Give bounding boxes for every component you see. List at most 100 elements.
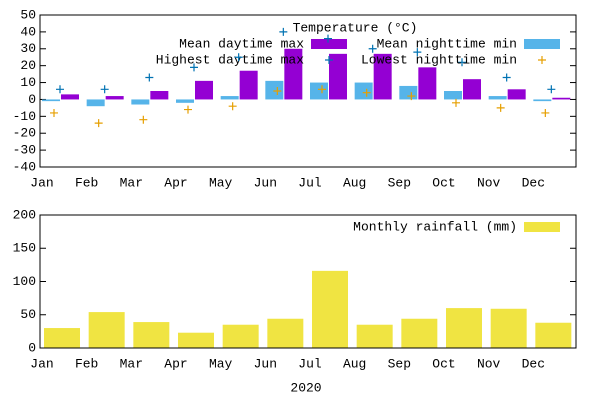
legend-swatch — [311, 39, 347, 49]
point — [502, 73, 511, 82]
x-tick-label: Dec — [522, 175, 545, 190]
bar — [239, 70, 258, 100]
x-tick-label: Nov — [477, 175, 501, 190]
x-tick-label: Sep — [388, 175, 411, 190]
y-tick-label: 100 — [13, 274, 36, 289]
x-tick-label: Aug — [343, 356, 366, 371]
y-tick-label: 0 — [28, 340, 36, 355]
bar — [446, 308, 482, 348]
bar — [401, 318, 438, 348]
point — [100, 85, 109, 94]
bar — [178, 332, 214, 348]
y-tick-label: -30 — [13, 143, 36, 158]
x-tick-label: Jan — [30, 356, 53, 371]
y-tick-label: 50 — [20, 7, 36, 22]
legend-marker — [325, 56, 333, 64]
x-tick-label: Jan — [30, 175, 53, 190]
legend-label: Mean daytime max — [179, 36, 304, 51]
point — [56, 85, 64, 94]
point — [318, 85, 326, 94]
bar — [356, 324, 393, 348]
point — [279, 27, 288, 36]
y-tick-label: 0 — [28, 92, 36, 107]
point — [452, 98, 460, 107]
bar — [265, 80, 284, 100]
bar — [61, 94, 79, 100]
x-axis-label: 2020 — [290, 380, 321, 395]
x-tick-label: Jun — [254, 356, 277, 371]
x-tick-label: Sep — [388, 356, 411, 371]
legend-swatch — [524, 222, 560, 232]
y-tick-label: 10 — [20, 75, 36, 90]
bar — [131, 99, 150, 105]
point — [228, 102, 237, 111]
y-tick-label: 40 — [20, 24, 36, 39]
point — [273, 87, 282, 95]
x-tick-label: Jul — [298, 356, 322, 371]
point — [234, 53, 243, 62]
x-tick-label: Jul — [298, 175, 322, 190]
plot-border — [39, 14, 577, 168]
bar — [176, 99, 194, 103]
point — [324, 34, 332, 43]
point — [362, 88, 371, 97]
y-tick-label: -40 — [13, 159, 36, 174]
x-tick-label: Jun — [254, 175, 277, 190]
x-tick-label: Dec — [522, 356, 545, 371]
bar — [133, 322, 170, 348]
y-tick-label: 20 — [20, 58, 36, 73]
y-tick-label: -20 — [13, 126, 36, 141]
bar — [150, 91, 169, 100]
legend-swatch — [524, 39, 560, 49]
bar — [310, 82, 328, 100]
point — [547, 85, 556, 94]
bar — [488, 96, 507, 100]
x-tick-label: Oct — [432, 356, 455, 371]
bar — [354, 82, 373, 100]
bar — [267, 318, 304, 348]
y-tick-label: 200 — [13, 207, 36, 222]
x-tick-label: May — [209, 175, 233, 190]
y-tick-label: -10 — [13, 109, 36, 124]
bar — [88, 312, 125, 348]
x-tick-label: Oct — [432, 175, 455, 190]
bar — [444, 91, 462, 100]
x-tick-label: Apr — [164, 175, 187, 190]
legend-marker — [538, 56, 546, 64]
legend-label: Mean nighttime min — [377, 36, 517, 51]
point — [496, 103, 505, 112]
legend-label: Lowest nighttime min — [361, 52, 517, 67]
x-tick-label: Feb — [75, 175, 98, 190]
legend-label: Highest daytime max — [156, 52, 304, 67]
point — [139, 115, 148, 124]
y-tick-label: 50 — [20, 307, 36, 322]
bar — [533, 99, 552, 102]
bar — [44, 328, 80, 348]
point — [50, 108, 58, 117]
bar — [195, 80, 213, 100]
bar — [222, 324, 259, 348]
bar — [418, 67, 437, 100]
bar — [284, 48, 303, 100]
plot-border — [39, 214, 577, 349]
point — [190, 63, 198, 72]
point — [368, 44, 377, 53]
x-tick-label: Mar — [120, 175, 143, 190]
point — [145, 73, 154, 82]
point — [184, 105, 192, 114]
bar — [312, 270, 348, 348]
bar — [105, 96, 124, 100]
x-tick-label: Apr — [164, 356, 187, 371]
legend-title: Temperature (°C) — [293, 20, 418, 35]
x-tick-label: Feb — [75, 356, 98, 371]
bar — [329, 53, 347, 100]
point — [413, 48, 422, 57]
bar — [42, 99, 60, 102]
x-tick-label: Nov — [477, 356, 501, 371]
y-tick-label: 150 — [13, 241, 36, 256]
bar — [86, 99, 105, 107]
bar — [373, 53, 392, 100]
bar — [552, 97, 571, 100]
point — [94, 119, 103, 128]
